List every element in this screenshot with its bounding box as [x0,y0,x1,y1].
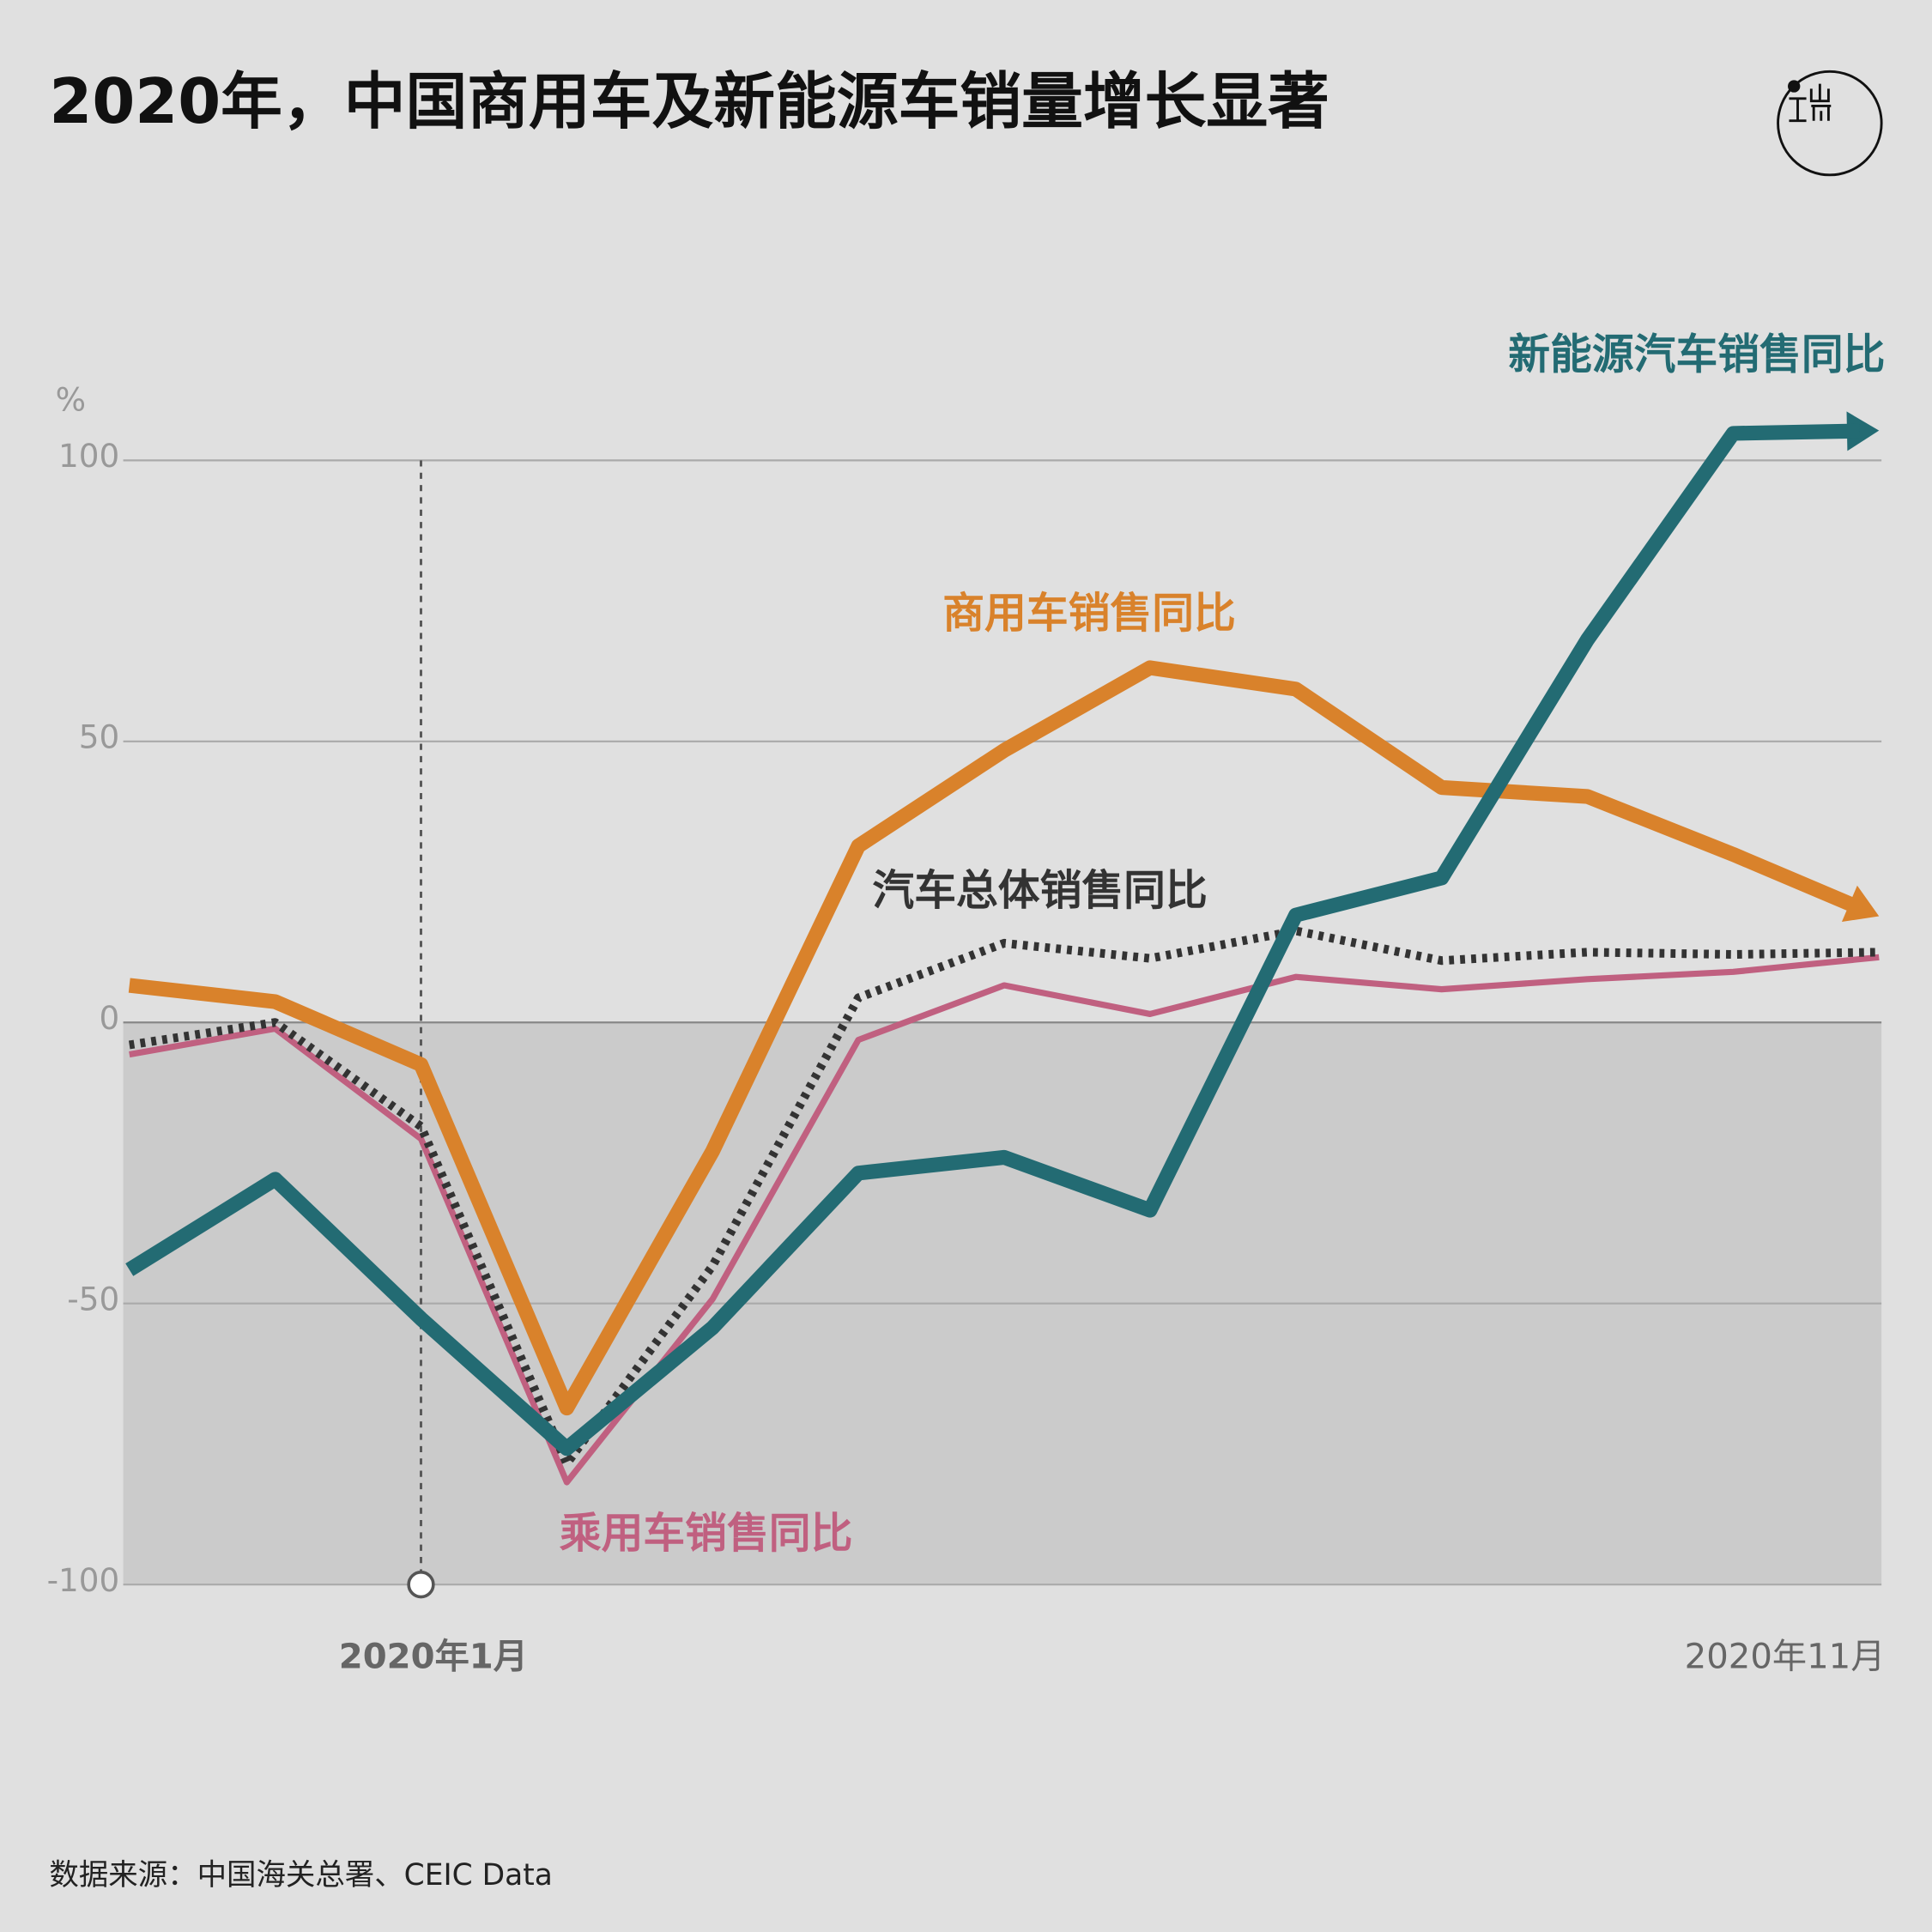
reference-dot [407,1571,435,1599]
series-line [128,926,1880,1469]
series-line [125,423,1861,1457]
y-tick-label: 100 [58,437,119,475]
y-tick-label: -50 [67,1280,119,1317]
logo [1777,70,1883,177]
series-label: 商用车销售同比 [942,589,1236,638]
series-label: 新能源汽车销售同比 [1508,330,1885,379]
series-line [128,660,1865,1416]
y-tick-label: 50 [79,718,119,755]
x-tick-label: 2020年1月 [339,1637,528,1676]
y-tick-label: -100 [47,1561,120,1599]
series-label: 汽车总体销售同比 [872,866,1207,915]
x-tick-label: 2020年11月 [1685,1637,1886,1676]
y-unit: % [56,381,86,419]
series-line [129,954,1880,1486]
chart-title: 2020年，中国商用车及新能源车销量增长显著 [49,65,1329,137]
series-label: 乘用车销售同比 [560,1509,853,1558]
source: 数据来源：中国海关总署、CEIC Data [49,1858,552,1893]
arrow-head [1846,411,1880,451]
y-tick-label: 0 [100,999,120,1037]
